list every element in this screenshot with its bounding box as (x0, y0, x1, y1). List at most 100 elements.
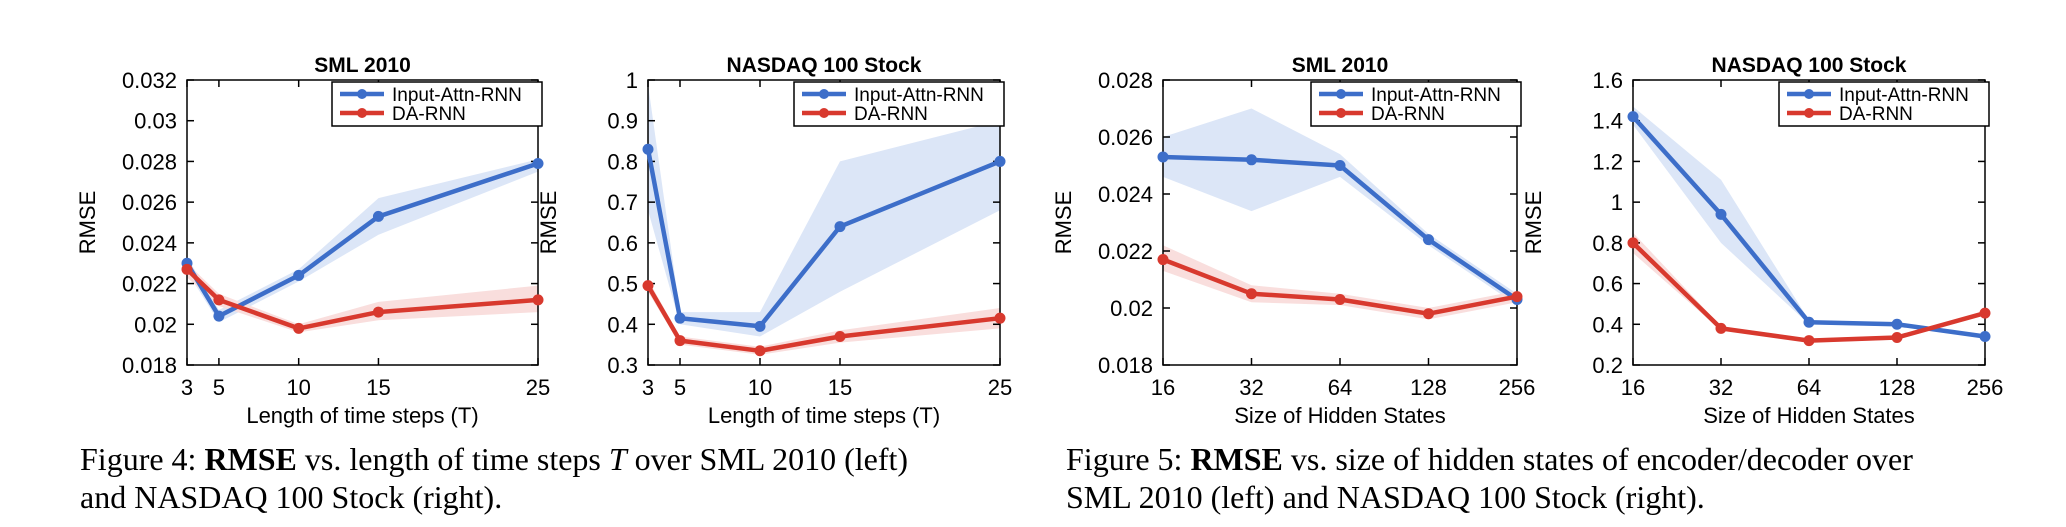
caption-line-2: SML 2010 (left) and NASDAQ 100 Stock (ri… (1066, 479, 1705, 515)
data-point (1157, 254, 1169, 266)
x-tick-label: 10 (286, 375, 310, 400)
data-point (1803, 335, 1815, 347)
legend-marker (357, 89, 367, 99)
axes-box (647, 79, 1001, 366)
data-point (1423, 234, 1434, 246)
x-tick-label: 3 (181, 375, 193, 400)
data-point (1891, 318, 1903, 330)
data-point (754, 320, 766, 332)
data-point (834, 221, 846, 233)
chart-4: 0.2 0.4 0.6 0.8 1 1.2 1.4 1.6 16 32 64 128 256 NASDAQ… (1521, 54, 2003, 428)
y-tick-label: 0.03 (134, 109, 177, 134)
confidence-band (1633, 106, 1985, 339)
data-point (372, 306, 384, 318)
caption-text: over SML 2010 (left) (634, 441, 909, 477)
data-point (834, 331, 846, 342)
caption-line-2: and NASDAQ 100 Stock (right). (80, 479, 503, 515)
caption-text: vs. length of time steps (304, 441, 601, 477)
x-tick-label: 3 (642, 375, 654, 400)
x-axis-label: Size of Hidden States (1234, 403, 1446, 428)
y-tick-label: 0.8 (607, 149, 638, 174)
y-tick-label: 0.018 (122, 353, 177, 378)
x-tick-label: 16 (1151, 375, 1175, 400)
legend-marker (1336, 89, 1346, 99)
legend-box (1310, 81, 1522, 127)
y-tick-label: 0.8 (1592, 231, 1623, 256)
y-tick-label: 0.022 (1098, 239, 1153, 264)
y-tick-label: 0.018 (1098, 353, 1153, 378)
data-point (1334, 160, 1346, 171)
data-point (1246, 154, 1257, 166)
data-point (1891, 332, 1903, 344)
legend-marker (1804, 89, 1814, 99)
y-tick-label: 0.02 (1110, 296, 1153, 321)
caption-label: Figure 4: (80, 441, 197, 477)
y-tick-label: 0.4 (1592, 312, 1623, 337)
x-tick-label: 10 (748, 375, 772, 400)
legend-box (331, 81, 543, 127)
chart-title: SML 2010 (1292, 54, 1389, 77)
legend-label: DA-RNN (1371, 104, 1445, 125)
x-axis-label: Size of Hidden States (1703, 403, 1915, 428)
legend-label: DA-RNN (854, 104, 928, 125)
y-axis-label: RMSE (536, 191, 561, 255)
x-tick-label: 256 (1499, 375, 1536, 400)
x-axis-label: Length of time steps (T) (246, 403, 478, 428)
x-tick-label: 256 (1967, 375, 2004, 400)
y-tick-label: 0.026 (1098, 125, 1153, 150)
y-tick-label: 1.6 (1592, 68, 1623, 93)
y-tick-label: 0.024 (1098, 182, 1153, 207)
confidence-band (648, 279, 1000, 355)
caption-variable: T (608, 441, 627, 477)
legend-marker (819, 89, 829, 99)
data-point (674, 312, 686, 324)
legend-marker (1804, 108, 1814, 118)
data-point (532, 157, 544, 169)
data-point (1803, 316, 1815, 328)
data-point (642, 280, 654, 292)
confidence-band (187, 263, 538, 333)
x-tick-label: 128 (1879, 375, 1916, 400)
x-tick-label: 16 (1621, 375, 1645, 400)
data-point (674, 335, 686, 347)
caption-bold: RMSE (1190, 441, 1283, 477)
y-tick-label: 0.5 (607, 272, 638, 297)
data-point (1715, 208, 1727, 220)
legend-label: Input-Attn-RNN (1839, 85, 1969, 106)
series-line-input-attn-rnn (1631, 115, 1986, 339)
data-point (1627, 111, 1639, 123)
x-tick-label: 32 (1709, 375, 1733, 400)
x-tick-label: 5 (213, 375, 225, 400)
x-tick-label: 64 (1328, 375, 1352, 400)
figure-4-caption: Figure 4: RMSE vs. length of time steps … (80, 440, 1040, 516)
y-tick-label: 0.2 (1592, 353, 1623, 378)
y-tick-label: 0.9 (607, 109, 638, 134)
legend-label: Input-Attn-RNN (392, 85, 522, 106)
x-tick-label: 64 (1797, 375, 1821, 400)
legend-label: DA-RNN (392, 104, 466, 125)
x-tick-label: 25 (526, 375, 550, 400)
figure-5-caption: Figure 5: RMSE vs. size of hidden states… (1066, 440, 2056, 516)
y-tick-label: 0.02 (134, 312, 177, 337)
caption-label: Figure 5: (1066, 441, 1183, 477)
y-tick-label: 0.028 (1098, 68, 1153, 93)
data-point (1627, 237, 1639, 249)
axes-box (186, 79, 539, 366)
y-tick-label: 0.4 (607, 312, 638, 337)
chart-2: 0.3 0.4 0.5 0.6 0.7 0.8 0.9 1 3 5 10 15 25 NASDAQ 100… (536, 54, 1012, 428)
chart-1: 0.018 0.02 0.022 0.024 0.026 0.028 0.03 0.032 3 5… (75, 54, 550, 428)
data-point (1511, 291, 1523, 303)
data-point (1715, 322, 1727, 334)
data-point (994, 312, 1006, 324)
x-tick-label: 128 (1410, 375, 1447, 400)
legend-box (1778, 81, 1990, 127)
data-point (532, 294, 544, 306)
y-tick-label: 0.026 (122, 190, 177, 215)
data-point (293, 322, 305, 334)
chart-title: NASDAQ 100 Stock (727, 54, 922, 77)
caption-text: vs. size of hidden states of encoder/dec… (1290, 441, 1913, 477)
x-tick-label: 25 (988, 375, 1012, 400)
data-point (1979, 331, 1991, 342)
legend-label: DA-RNN (1839, 104, 1913, 125)
